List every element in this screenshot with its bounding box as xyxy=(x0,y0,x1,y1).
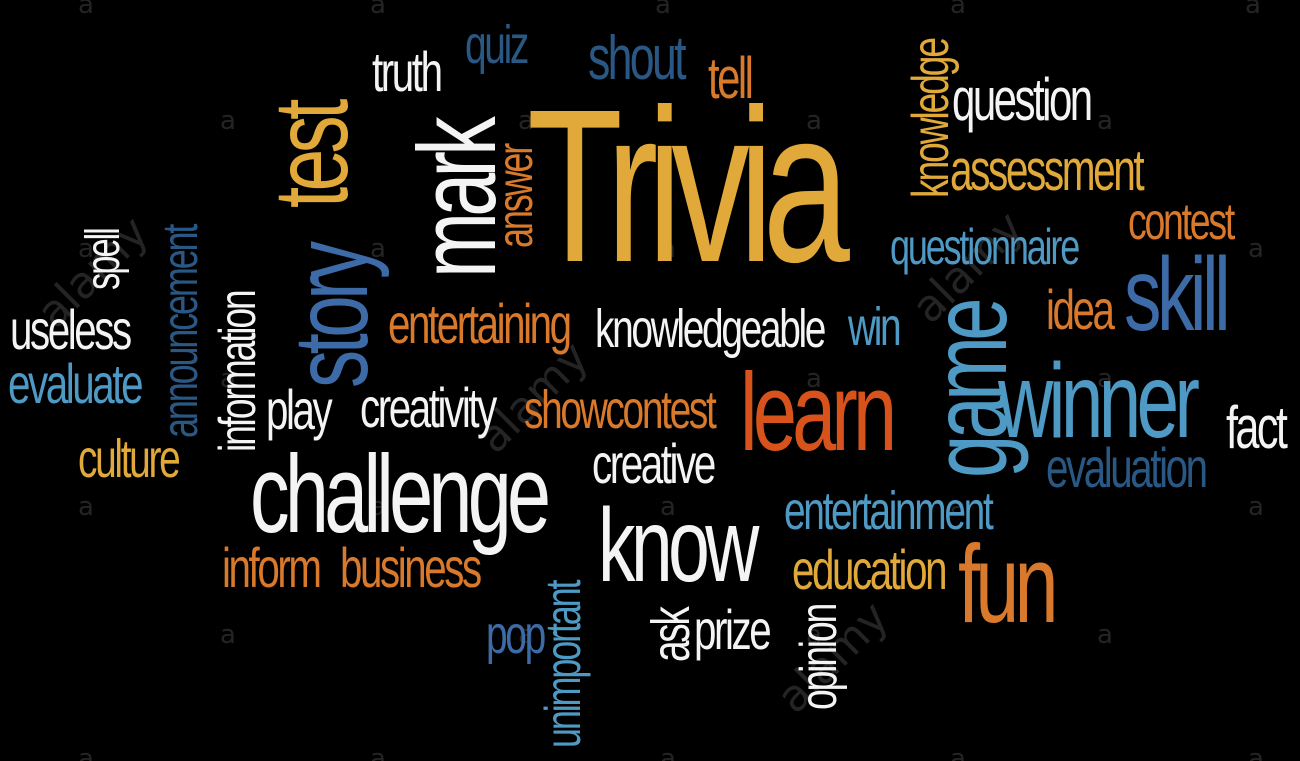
word-useless: useless xyxy=(10,298,132,361)
word-entertaining: entertaining xyxy=(388,292,572,355)
watermark-letter: a xyxy=(806,620,822,650)
word-showcontest: showcontest xyxy=(524,380,717,440)
watermark-letter: a xyxy=(518,620,534,650)
word-idea: idea xyxy=(1046,278,1115,341)
word-opinion: opinion xyxy=(790,604,848,710)
watermark-letter: a xyxy=(370,744,386,761)
word-knowledgeable: knowledgeable xyxy=(595,299,826,359)
word-tell: tell xyxy=(708,46,754,111)
word-truth: truth xyxy=(372,40,443,103)
word-questionnaire: questionnaire xyxy=(890,219,1080,275)
word-question: question xyxy=(952,66,1093,133)
watermark-letter: a xyxy=(1248,492,1264,522)
watermark-letter: a xyxy=(950,492,966,522)
word-shout: shout xyxy=(588,24,686,93)
watermark-letter: a xyxy=(660,492,676,522)
word-assessment: assessment xyxy=(950,138,1145,203)
word-fact: fact xyxy=(1226,394,1288,461)
watermark-letter: a xyxy=(1097,106,1113,136)
watermark-letter: a xyxy=(660,744,676,761)
watermark-letter: a xyxy=(78,744,94,761)
word-unimportant: unimportant xyxy=(535,581,591,748)
watermark-letter: a xyxy=(370,234,386,264)
watermark-letter: a xyxy=(655,0,671,20)
word-prize: prize xyxy=(694,598,772,661)
watermark-letter: a xyxy=(518,106,534,136)
word-culture: culture xyxy=(78,429,181,489)
word-story: story xyxy=(272,245,390,388)
watermark-letter: a xyxy=(806,364,822,394)
word-fun: fun xyxy=(958,523,1059,646)
word-education: education xyxy=(792,538,948,601)
word-win: win xyxy=(848,297,902,357)
watermark-letter: a xyxy=(1097,364,1113,394)
watermark-letter: a xyxy=(1097,620,1113,650)
word-information: information xyxy=(209,291,267,452)
word-answer: answer xyxy=(487,144,543,248)
word-pop: pop xyxy=(486,605,546,665)
word-business: business xyxy=(340,536,482,599)
word-evaluation: evaluation xyxy=(1046,436,1208,499)
watermark-letter: a xyxy=(220,364,236,394)
watermark-letter: a xyxy=(220,620,236,650)
watermark-letter: a xyxy=(370,0,386,20)
watermark-letter: a xyxy=(950,0,966,20)
watermark-letter: a xyxy=(78,234,94,264)
watermark-letter: a xyxy=(1245,0,1261,20)
watermark-letter: a xyxy=(660,234,676,264)
word-learn: learn xyxy=(740,351,897,474)
word-challenge: challenge xyxy=(250,433,551,556)
watermark-letter: a xyxy=(950,744,966,761)
word-announcement: announcement xyxy=(152,225,208,438)
word-ask: ask xyxy=(641,608,701,662)
word-knowledge: knowledge xyxy=(902,39,960,198)
word-contest: contest xyxy=(1128,193,1235,251)
watermark-letter: a xyxy=(370,492,386,522)
word-entertainment: entertainment xyxy=(784,481,994,541)
word-trivia: Trivia xyxy=(527,65,850,308)
word-play: play xyxy=(266,378,333,441)
word-quiz: quiz xyxy=(465,15,529,75)
word-inform: inform xyxy=(222,536,322,599)
watermark-letter: a xyxy=(1248,744,1264,761)
word-winner: winner xyxy=(998,342,1200,460)
word-evaluate: evaluate xyxy=(8,352,144,415)
word-creative: creative xyxy=(592,432,716,495)
watermark-letter: a xyxy=(1248,234,1264,264)
watermark-letter: a xyxy=(806,106,822,136)
word-know: know xyxy=(598,488,759,604)
watermark-letter: a xyxy=(220,106,236,136)
word-spell: spell xyxy=(77,229,130,290)
watermark-letter: a xyxy=(78,492,94,522)
word-skill: skill xyxy=(1124,237,1231,353)
word-creativity: creativity xyxy=(360,376,497,439)
watermark-letter: a xyxy=(78,0,94,20)
